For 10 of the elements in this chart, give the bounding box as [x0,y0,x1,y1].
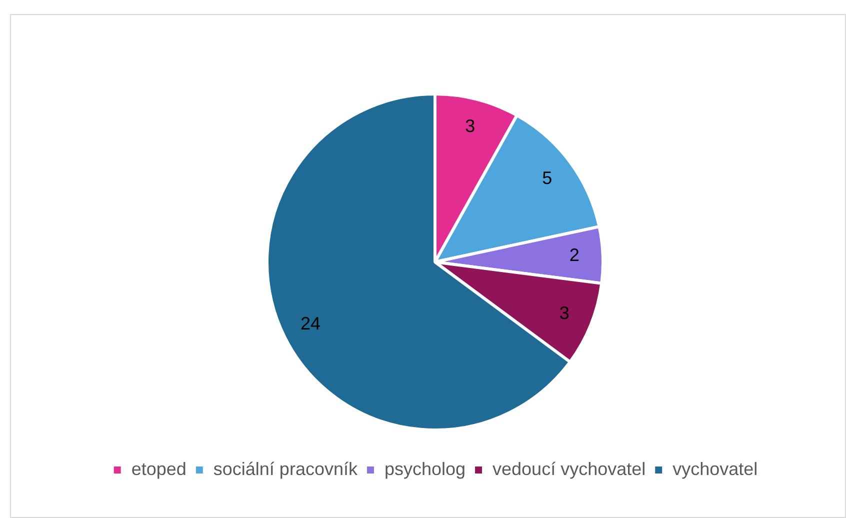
legend-label: etoped [131,458,186,479]
legend-label: vychovatel [672,458,758,479]
legend-label: psycholog [384,458,466,479]
data-label: 24 [300,314,321,334]
legend-label: sociální pracovník [213,458,358,479]
data-label: 5 [542,168,552,188]
legend-label: vedoucí vychovatel [492,458,646,479]
data-label: 3 [465,116,476,136]
data-label: 3 [559,302,570,323]
data-label: 2 [569,245,580,266]
